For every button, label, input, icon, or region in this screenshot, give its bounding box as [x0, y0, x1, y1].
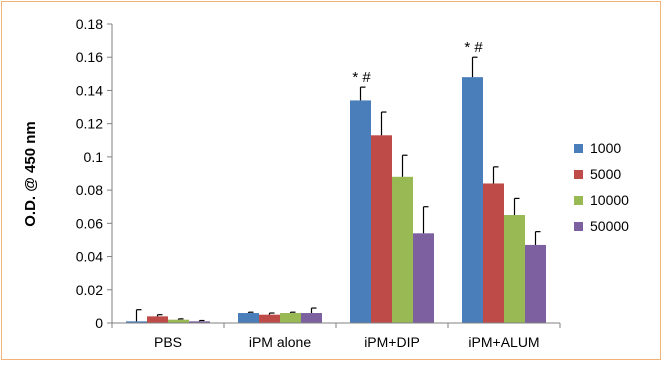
legend-swatch — [574, 170, 583, 179]
y-tick-label: 0.02 — [76, 282, 103, 298]
category-label: iPM alone — [249, 334, 311, 350]
category-label: PBS — [154, 334, 182, 350]
legend-swatch — [574, 196, 583, 205]
bar-chart: O.D. @ 450 nm 0 0.02 0.04 0.06 0.08 0.1 0.12 0.… — [22, 16, 629, 350]
bar — [525, 244, 546, 323]
y-tick-label: 0.08 — [76, 182, 103, 198]
category-label: iPM+ALUM — [468, 334, 539, 350]
bar — [371, 135, 392, 323]
bar — [483, 183, 504, 323]
category-label: iPM+DIP — [364, 334, 420, 350]
bar — [168, 319, 189, 323]
bar — [301, 313, 322, 323]
legend-label: 5000 — [590, 166, 621, 182]
y-tick-label: 0.16 — [76, 49, 103, 65]
legend-label: 10000 — [590, 192, 629, 208]
significance-annotation: * # — [464, 39, 483, 56]
bar — [238, 313, 259, 323]
bar — [392, 176, 413, 323]
y-tick-label: 0.12 — [76, 116, 103, 132]
significance-annotation: * # — [352, 69, 371, 86]
y-tick-label: 0.1 — [84, 149, 104, 165]
legend-label: 1000 — [590, 140, 621, 156]
bar — [259, 314, 280, 323]
y-tick-label: 0.06 — [76, 215, 103, 231]
legend-label: 50000 — [590, 218, 629, 234]
y-axis-label: O.D. @ 450 nm — [22, 121, 39, 227]
bar — [350, 100, 371, 324]
legend-swatch — [574, 222, 583, 231]
y-tick-label: 0.18 — [76, 16, 103, 32]
bar — [126, 321, 147, 323]
y-tick-label: 0 — [95, 315, 103, 331]
chart-frame: O.D. @ 450 nm 0 0.02 0.04 0.06 0.08 0.1 0.12 0.… — [1, 1, 661, 360]
bar — [189, 321, 210, 323]
y-tick-label: 0.04 — [76, 249, 103, 265]
legend-swatch — [574, 144, 583, 153]
bar — [147, 316, 168, 323]
bar — [504, 215, 525, 323]
y-tick-label: 0.14 — [76, 82, 103, 98]
bar — [413, 233, 434, 323]
bar — [462, 77, 483, 324]
bar — [280, 313, 301, 323]
